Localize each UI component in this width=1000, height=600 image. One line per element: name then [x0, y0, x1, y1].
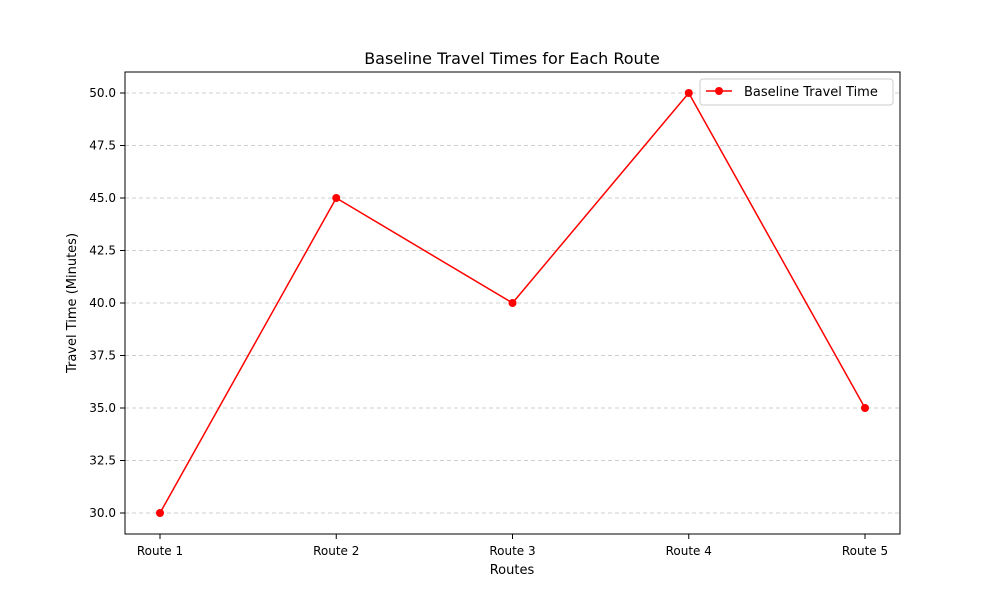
y-tick-label: 50.0: [89, 86, 116, 100]
x-axis-ticks: Route 1 Route 2 Route 3 Route 4 Route 5: [137, 534, 888, 558]
legend-marker-swatch: [715, 87, 723, 95]
data-point: [508, 299, 517, 307]
grid-lines: [125, 92, 900, 514]
chart-title: Baseline Travel Times for Each Route: [364, 49, 660, 68]
data-point: [684, 89, 693, 97]
data-point: [861, 404, 869, 412]
x-tick-label: Route 5: [842, 544, 888, 558]
data-point: [156, 509, 164, 517]
x-tick-label: Route 1: [137, 544, 183, 558]
x-tick-label: Route 3: [489, 544, 535, 558]
y-tick-label: 47.5: [89, 139, 116, 153]
y-tick-label: 30.0: [89, 506, 116, 520]
y-tick-label: 42.5: [89, 244, 116, 258]
y-tick-label: 32.5: [89, 454, 116, 468]
legend: Baseline Travel Time: [699, 78, 894, 106]
y-tick-label: 35.0: [89, 401, 116, 415]
y-tick-label: 45.0: [89, 191, 116, 205]
series-layer: [156, 89, 869, 517]
legend-box: [699, 78, 894, 106]
x-axis-label: Routes: [490, 563, 535, 578]
y-axis-ticks: 30.0 32.5 35.0 37.5 40.0 42.5 45.0 47.5 50.0: [89, 86, 125, 520]
x-tick-label: Route 2: [313, 544, 359, 558]
y-tick-label: 40.0: [89, 296, 116, 310]
data-point: [332, 194, 341, 202]
y-axis-label: Travel Time (Minutes): [65, 233, 80, 374]
legend-entry-label: Baseline Travel Time: [744, 85, 878, 100]
y-tick-label: 37.5: [89, 349, 116, 363]
x-tick-label: Route 4: [666, 544, 712, 558]
